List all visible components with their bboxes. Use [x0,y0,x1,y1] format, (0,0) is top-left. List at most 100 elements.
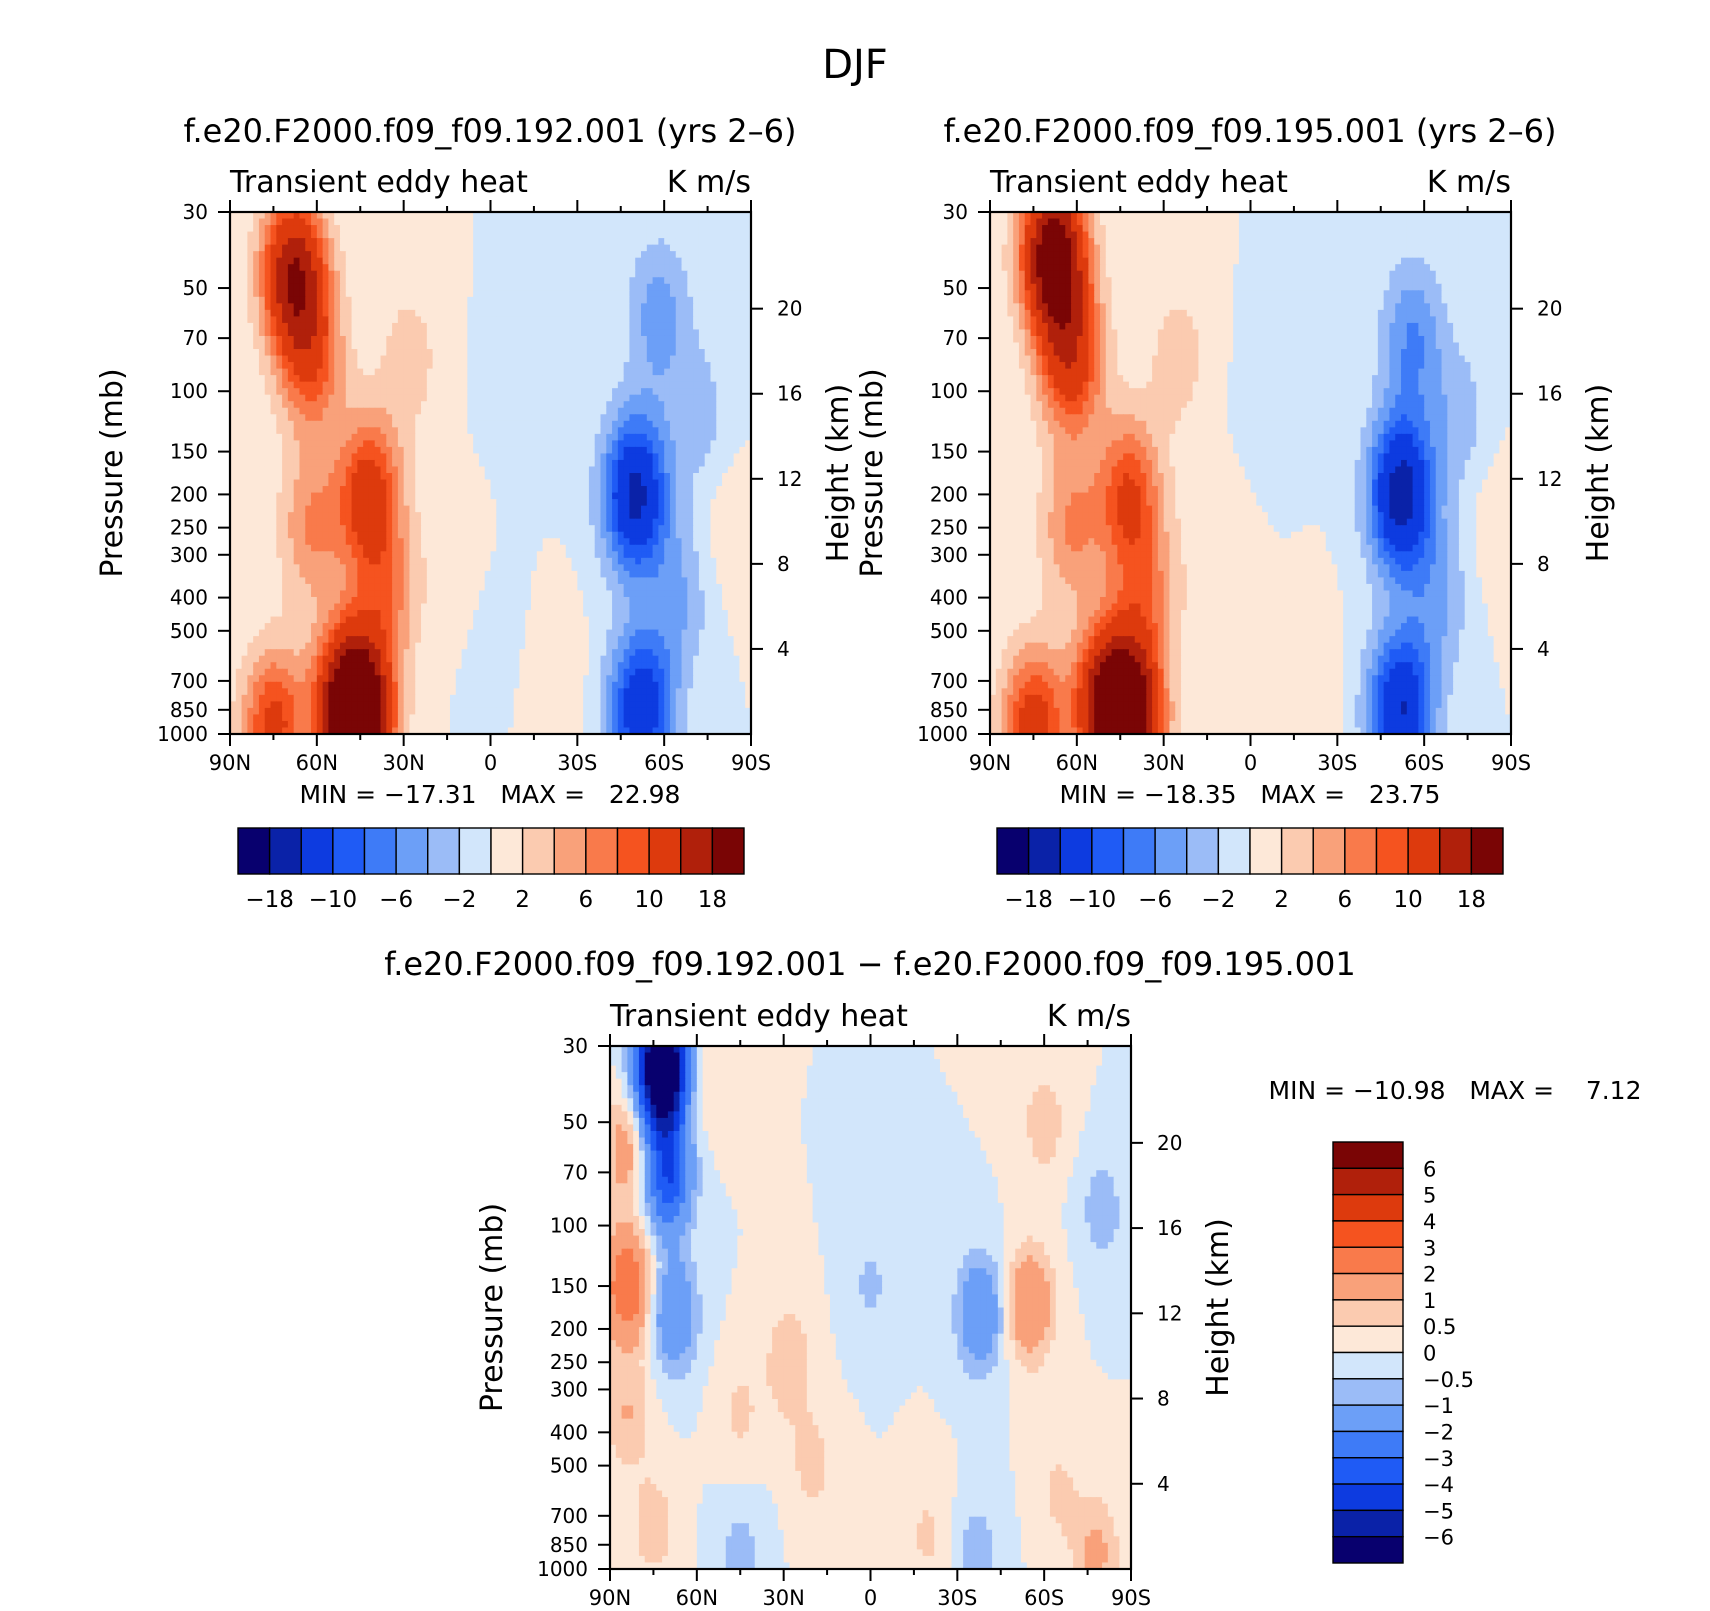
field-cell [305,238,311,245]
field-cell [728,245,734,252]
field-cell [560,558,566,565]
field-cell [323,440,329,447]
field-cell [421,460,427,467]
field-cell [676,251,682,258]
field-cell [566,512,572,519]
field-cell [265,414,271,421]
field-cell [618,395,624,402]
field-cell [328,519,334,526]
field-cell [294,336,300,343]
field-cell [716,303,722,310]
field-cell [647,258,653,265]
field-cell [525,447,531,454]
field-cell [739,506,745,513]
field-cell [398,551,404,558]
field-cell [328,538,334,545]
field-cell [323,303,329,310]
field-cell [438,466,444,473]
field-cell [531,297,537,304]
field-cell [346,532,352,539]
field-cell [271,551,277,558]
field-cell [560,447,566,454]
field-cell [334,466,340,473]
field-cell [236,434,242,441]
field-cell [317,564,323,571]
field-cell [369,427,375,434]
field-cell [687,258,693,265]
field-cell [734,551,740,558]
field-cell [456,466,462,473]
field-cell [415,219,421,226]
field-cell [653,323,659,330]
field-cell [491,512,497,519]
field-cell [508,447,514,454]
field-cell [647,486,653,493]
field-cell [294,271,300,278]
field-cell [600,245,606,252]
field-cell [236,571,242,578]
field-cell [242,453,248,460]
field-cell [606,551,612,558]
field-cell [641,466,647,473]
field-cell [560,421,566,428]
field-cell [543,486,549,493]
field-cell [624,421,630,428]
field-cell [705,343,711,350]
field-cell [328,395,334,402]
field-cell [340,323,346,330]
field-cell [641,421,647,428]
field-cell [653,564,659,571]
field-cell [485,395,491,402]
field-cell [560,225,566,232]
field-cell [734,395,740,402]
field-cell [381,232,387,239]
field-cell [543,297,549,304]
field-cell [381,362,387,369]
field-cell [693,401,699,408]
field-cell [491,245,497,252]
field-cell [253,506,259,513]
field-cell [502,336,508,343]
field-cell [676,532,682,539]
field-cell [467,414,473,421]
field-cell [363,225,369,232]
field-cell [259,525,265,532]
field-cell [462,532,468,539]
field-cell [531,277,537,284]
field-cell [514,336,520,343]
field-cell [531,453,537,460]
field-cell [375,316,381,323]
field-cell [682,258,688,265]
field-cell [352,493,358,500]
field-cell [334,421,340,428]
field-cell [259,493,265,500]
field-cell [641,395,647,402]
field-cell [473,506,479,513]
field-cell [560,238,566,245]
field-cell [537,466,543,473]
field-cell [716,219,722,226]
field-cell [398,545,404,552]
field-cell [658,336,664,343]
field-cell [421,219,427,226]
field-cell [491,480,497,487]
field-cell [386,284,392,291]
field-cell [340,440,346,447]
field-cell [658,493,664,500]
field-cell [323,329,329,336]
field-cell [664,486,670,493]
field-cell [676,297,682,304]
field-cell [479,564,485,571]
field-cell [687,290,693,297]
field-cell [670,277,676,284]
field-cell [386,238,392,245]
field-cell [352,512,358,519]
field-cell [444,277,450,284]
field-cell [276,323,282,330]
field-cell [514,382,520,389]
field-cell [386,440,392,447]
field-cell [705,362,711,369]
field-cell [352,310,358,317]
field-cell [676,434,682,441]
field-cell [705,538,711,545]
